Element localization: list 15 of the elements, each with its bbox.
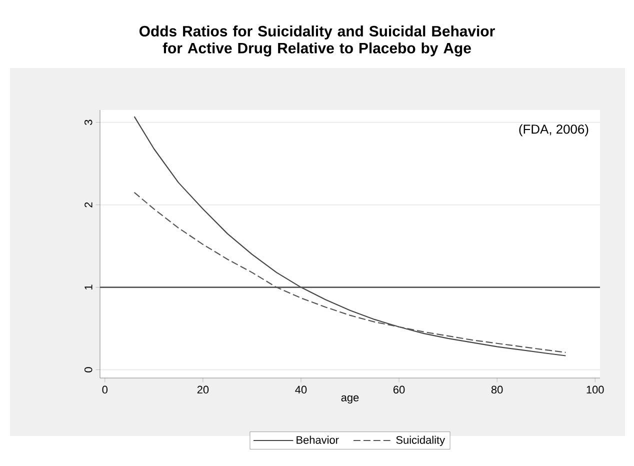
y-tick-label: 1 [84, 284, 92, 290]
x-tick-label: 100 [586, 386, 604, 394]
annotation: (FDA, 2006) [519, 124, 588, 136]
legend-label: Suicidality [396, 436, 446, 446]
x-axis-title: age [341, 395, 359, 404]
chart-title: Odds Ratios for Suicidality and Suicidal Behavior for Active Drug Relative to Placebo by Age [139, 26, 495, 56]
x-tick-label: 0 [102, 386, 108, 394]
y-tick-label: 0 [84, 367, 92, 372]
x-tick-label: 60 [393, 386, 405, 394]
x-tick-label: 40 [295, 386, 307, 394]
legend-label: Behavior [296, 436, 339, 444]
y-tick-label: 2 [84, 202, 92, 208]
x-tick-label: 20 [197, 386, 209, 394]
y-tick-label: 3 [84, 120, 92, 125]
x-tick-label: 80 [491, 386, 503, 394]
